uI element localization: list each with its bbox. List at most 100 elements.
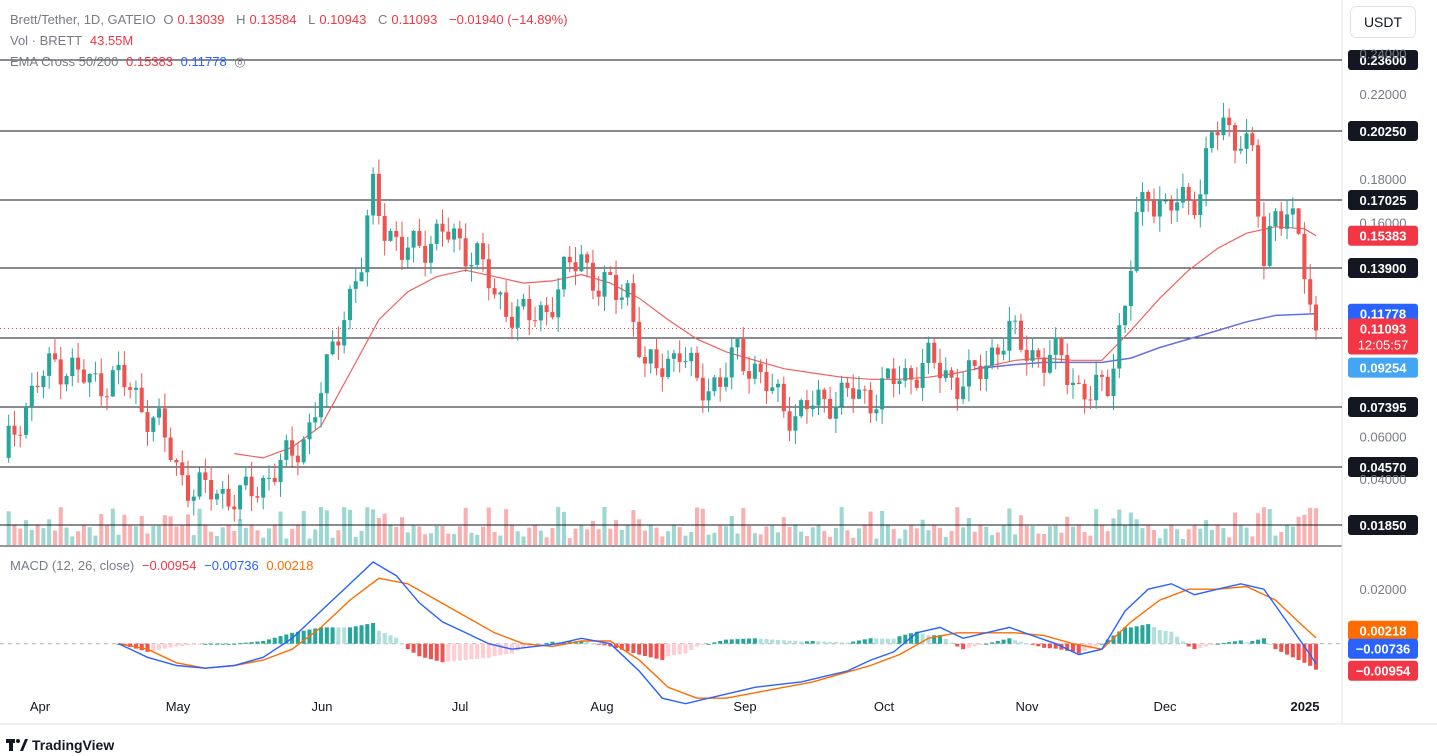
candle-body (874, 409, 879, 414)
macd-hist-value: −0.00954 (141, 558, 197, 573)
time-axis[interactable]: Apr May Jun Jul Aug Sep Oct Nov Dec 2025 (30, 699, 1320, 714)
candle-body (1313, 304, 1318, 331)
ema-legend[interactable]: EMA Cross 50/200 0.15383 0.11778 ◎ (10, 54, 250, 70)
macd-legend[interactable]: MACD (12, 26, close) −0.00954 −0.00736 0… (10, 558, 317, 573)
volume-bar (411, 525, 416, 545)
macd-histogram-bar (1099, 643, 1104, 645)
volume-legend[interactable]: Vol · BRETT 43.55M (10, 33, 137, 48)
volume-bar (903, 529, 908, 545)
candle-body (87, 373, 92, 383)
macd-histogram-bar (1296, 643, 1301, 661)
macd-tag-bg (1348, 660, 1418, 681)
candle-body (868, 389, 873, 414)
level-label-bg (1348, 121, 1418, 141)
ohlc-high: H 0.13584 (236, 12, 297, 27)
volume-bar (567, 538, 572, 545)
macd-histogram-bar (1238, 640, 1243, 644)
macd-histogram-bar (544, 642, 549, 644)
volume-bar (995, 532, 1000, 545)
macd-histogram-bar (1227, 642, 1232, 644)
volume-bar (585, 529, 590, 545)
macd-histogram-bar (1146, 624, 1151, 644)
macd-tag-bg (1348, 620, 1418, 641)
volume-bar (666, 531, 671, 545)
candle-body (359, 272, 364, 282)
candle-body (93, 373, 98, 375)
macd-histogram-bar (1030, 643, 1035, 645)
candle-body (1082, 383, 1087, 400)
x-tick-label: Oct (874, 699, 895, 714)
volume-bar (1007, 508, 1012, 545)
macd-histogram-bar (1088, 643, 1093, 649)
y-tick-label: 0.22000 (1360, 87, 1407, 102)
volume-bar (1192, 525, 1197, 545)
volume-bar (330, 537, 335, 545)
macd-tag-label: −0.00954 (1356, 664, 1411, 679)
ema50-line (234, 226, 1317, 459)
volume-bar (556, 507, 561, 545)
candle-body (255, 496, 260, 498)
macd-histogram-bar (1024, 643, 1029, 645)
macd-histogram-bar (804, 641, 809, 644)
eye-icon[interactable]: ◎ (234, 54, 246, 69)
volume-bar (203, 525, 208, 545)
macd-histogram-bar (498, 643, 503, 656)
candle-body (417, 230, 422, 246)
candle-body (428, 243, 433, 263)
candle-body (162, 408, 167, 438)
macd-histogram-bar (666, 643, 671, 656)
volume-bar (492, 532, 497, 545)
level-label: 0.04570 (1360, 460, 1407, 475)
horizontal-levels[interactable] (0, 59, 1342, 526)
candle-body (1140, 191, 1145, 213)
candle-body (978, 365, 983, 380)
volume-bar (828, 536, 833, 545)
y-tick-label: 0.24000 (1360, 46, 1407, 61)
candle-body (1036, 350, 1041, 358)
candle-body (203, 472, 208, 480)
macd-histogram-bar (1076, 643, 1081, 654)
symbol-legend[interactable]: Brett/Tether, 1D, GATEIO O 0.13039 H 0.135… (10, 12, 572, 27)
volume-bar (6, 511, 11, 545)
price-tag-bg (1348, 357, 1418, 378)
volume-bar (371, 509, 376, 545)
candle-body (990, 347, 995, 366)
candle-body (1204, 148, 1209, 195)
candle-body (851, 388, 856, 399)
macd-histogram-bar (614, 643, 619, 649)
x-tick-label: Jul (452, 699, 469, 714)
macd-histogram-bar (770, 639, 775, 644)
level-label-bg (1348, 190, 1418, 210)
volume-bar (64, 527, 69, 545)
candle-body (567, 256, 572, 263)
candles (6, 102, 1318, 522)
macd-histogram-bar (671, 643, 676, 656)
candle-body (828, 398, 833, 419)
macd-histogram-bar (1105, 639, 1110, 644)
macd-histogram-bar (174, 643, 179, 647)
tradingview-logo[interactable]: TradingView (6, 737, 114, 753)
macd-histogram-bar (457, 643, 462, 661)
candle-body (446, 231, 451, 240)
price-change: −0.01940 (−14.89%) (449, 12, 568, 27)
macd-histogram-bar (677, 643, 682, 655)
macd-histogram-bar (527, 643, 532, 647)
macd-histogram-bar (706, 643, 711, 645)
volume-bar (457, 526, 462, 545)
candle-body (1018, 320, 1023, 350)
x-tick-label: Sep (733, 699, 756, 714)
volume-bar (1128, 512, 1133, 545)
y-tick-label: 0.18000 (1360, 172, 1407, 187)
volume-bar (382, 513, 387, 545)
volume-bar (810, 527, 815, 545)
macd-histogram-bar (1117, 631, 1122, 644)
volume-bar (1088, 535, 1093, 545)
volume-bar (1302, 514, 1307, 545)
volume-bar (573, 528, 578, 545)
volume-bar (405, 532, 410, 545)
macd-histogram-bar (579, 641, 584, 644)
candle-body (556, 289, 561, 318)
currency-button[interactable]: USDT (1350, 6, 1416, 38)
volume-bar (1024, 525, 1029, 545)
